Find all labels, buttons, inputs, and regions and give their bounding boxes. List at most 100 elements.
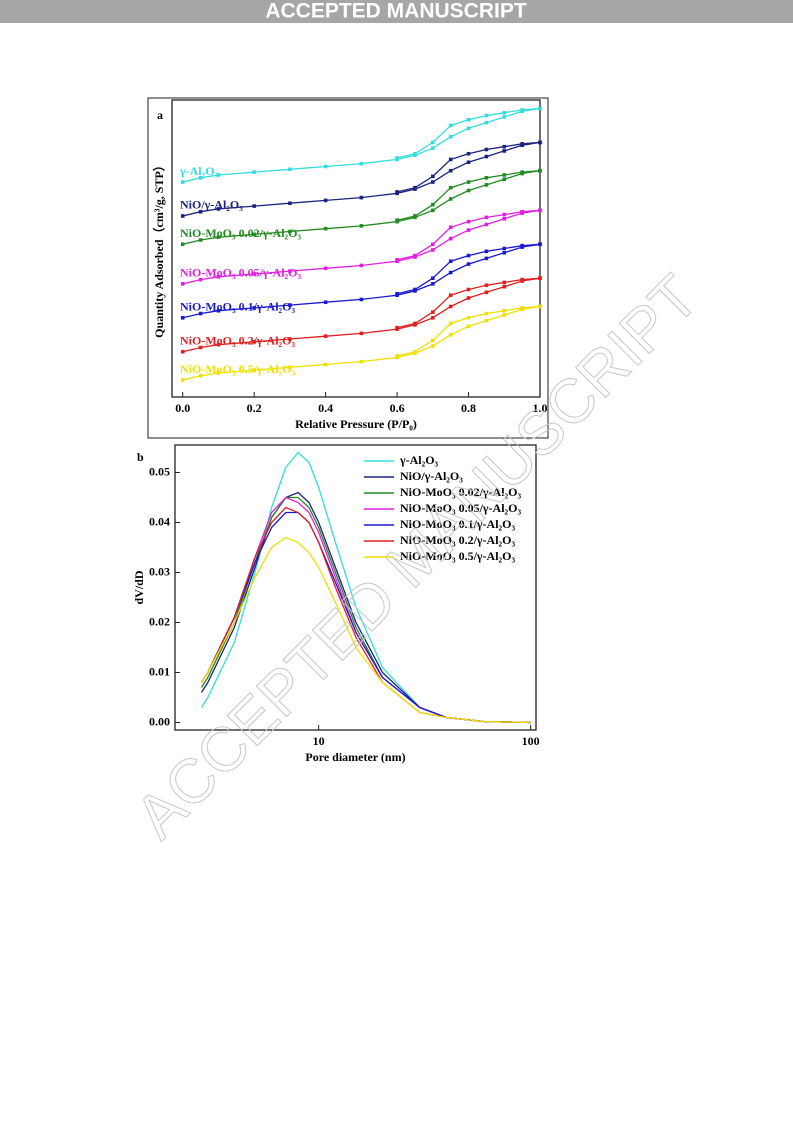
marker	[502, 149, 507, 153]
series-line	[182, 107, 541, 183]
marker	[484, 222, 489, 227]
marker	[198, 175, 203, 180]
panel-label: b	[137, 450, 144, 464]
marker	[216, 308, 221, 313]
marker	[448, 197, 453, 201]
marker	[484, 256, 489, 261]
marker	[520, 243, 524, 248]
marker	[359, 297, 364, 302]
y-tick-label: 0.03	[149, 564, 170, 578]
marker	[520, 306, 524, 310]
marker	[359, 331, 364, 336]
series-label: NiO-MoO₃ 0.02/γ-Al₂O₃	[180, 226, 301, 240]
marker	[448, 236, 453, 241]
series-label: NiO-MoO₃ 0.2/γ-Al₂O₃	[180, 333, 295, 347]
marker	[359, 263, 364, 268]
x-tick-label: 0.4	[318, 401, 333, 415]
series-line	[182, 305, 541, 381]
marker	[520, 170, 524, 174]
marker	[359, 161, 364, 166]
marker	[448, 157, 453, 162]
x-axis-label: Relative Pressure (P/P₀)	[295, 417, 417, 431]
marker	[502, 212, 507, 217]
y-axis-label: Quantity Adsorbed（cm³/g, STP）	[151, 159, 166, 338]
marker	[198, 345, 203, 350]
marker	[502, 144, 507, 149]
series-line	[200, 536, 531, 724]
x-axis-label: Pore diameter (nm)	[305, 750, 405, 764]
marker	[395, 354, 399, 358]
marker	[448, 293, 453, 297]
series-line	[396, 305, 541, 357]
series-line	[182, 277, 541, 353]
series-label: NiO-MoO₃ 0.5/γ-Al₂O₃	[180, 362, 295, 376]
marker	[466, 262, 471, 266]
marker	[198, 373, 203, 378]
series-line	[396, 141, 541, 193]
series-line	[182, 243, 541, 319]
marker	[359, 195, 364, 200]
marker	[448, 134, 453, 139]
marker	[252, 340, 256, 344]
x-tick-label: 1.0	[533, 401, 548, 415]
marker	[198, 209, 203, 214]
marker	[395, 190, 399, 194]
series-line	[396, 243, 541, 295]
marker	[538, 208, 542, 213]
marker	[413, 214, 417, 218]
marker	[431, 310, 435, 314]
marker	[538, 140, 542, 145]
x-tick-label: 0.2	[247, 401, 262, 415]
marker	[252, 170, 256, 174]
panel-label: a	[157, 108, 163, 122]
marker	[466, 253, 471, 258]
marker	[431, 276, 435, 280]
marker	[502, 177, 507, 181]
marker	[216, 342, 221, 347]
marker	[288, 201, 292, 206]
marker	[413, 253, 417, 258]
legend-label: NiO-MoO₃ 0.5/γ-Al₂O₃	[400, 549, 515, 563]
marker	[538, 242, 542, 247]
marker	[413, 349, 417, 354]
marker	[216, 371, 221, 375]
x-tick-label: 0.0	[175, 401, 190, 415]
marker	[252, 306, 256, 310]
x-tick-label: 0.8	[461, 401, 476, 415]
marker	[288, 269, 292, 273]
marker	[484, 311, 489, 316]
marker	[395, 325, 399, 330]
legend-label: NiO-MoO₃ 0.1/γ-Al₂O₃	[400, 517, 515, 531]
y-tick-label: 0.04	[149, 514, 170, 528]
marker	[323, 300, 328, 305]
marker	[538, 276, 542, 280]
marker	[431, 140, 435, 145]
plot-frame	[171, 99, 541, 398]
marker	[484, 283, 489, 288]
marker	[431, 344, 435, 348]
marker	[520, 108, 524, 112]
series-label: NiO-MoO₃ 0.1/γ-Al₂O₃	[180, 300, 295, 314]
marker	[484, 215, 489, 220]
marker	[538, 106, 542, 111]
legend-label: NiO/γ-Al₂O₃	[400, 469, 463, 483]
marker	[502, 246, 507, 251]
marker	[216, 274, 221, 279]
marker	[180, 242, 185, 247]
y-axis-label: dV/dD	[132, 570, 146, 604]
marker	[180, 378, 185, 382]
marker	[431, 180, 435, 184]
marker	[395, 218, 399, 223]
marker	[484, 113, 489, 118]
marker	[448, 185, 453, 190]
marker	[538, 304, 542, 309]
x-tick-label: 0.6	[390, 401, 405, 415]
marker	[323, 362, 328, 367]
marker	[484, 249, 489, 254]
marker	[288, 303, 292, 307]
marker	[323, 266, 328, 271]
marker	[252, 368, 256, 372]
marker	[180, 349, 185, 354]
marker	[448, 225, 453, 230]
